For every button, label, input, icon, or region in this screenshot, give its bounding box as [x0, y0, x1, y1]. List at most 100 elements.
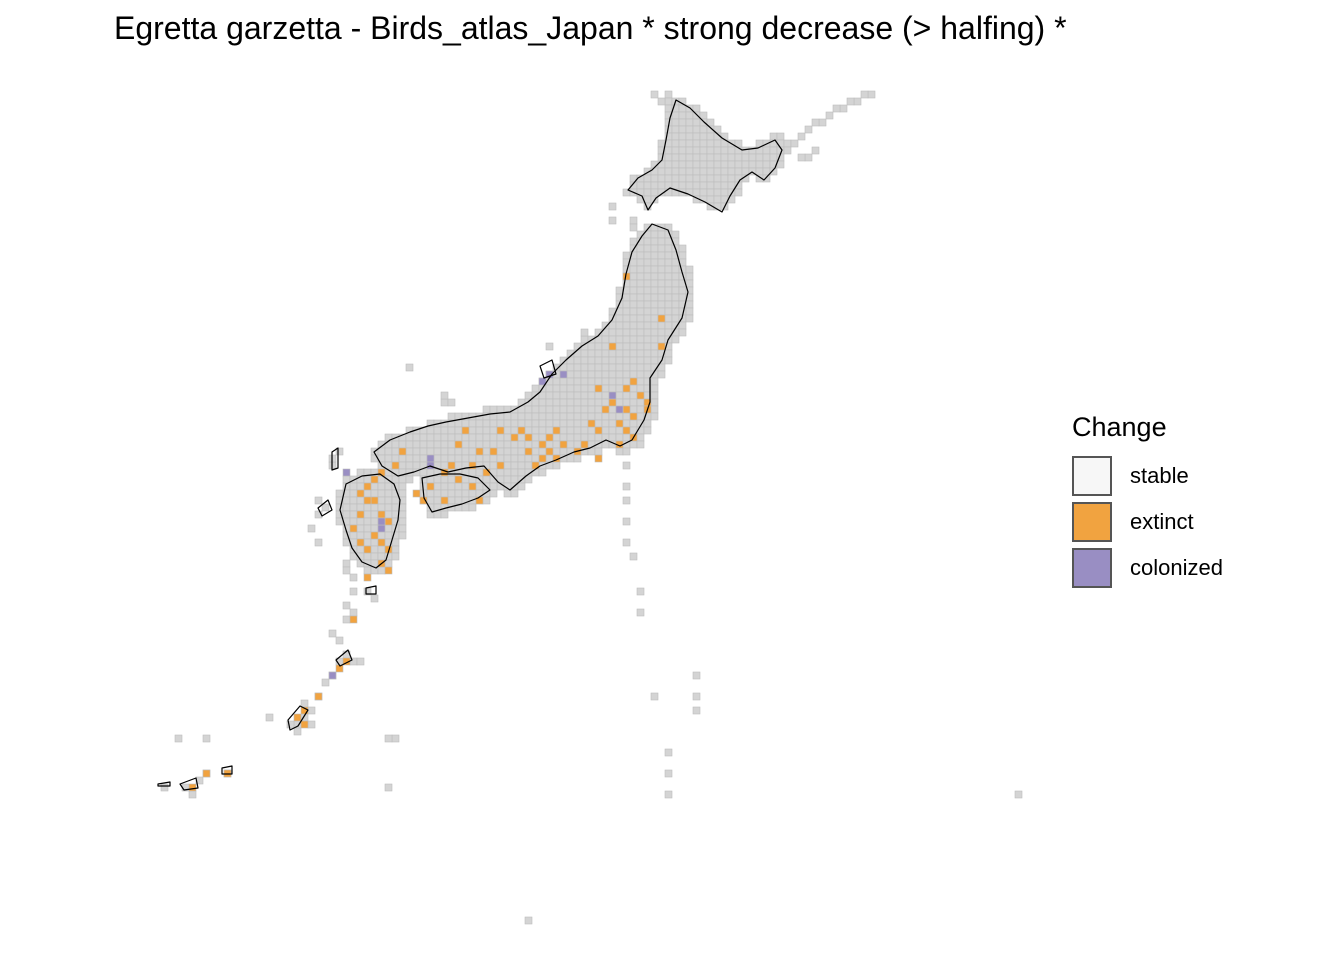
grid-cell	[580, 412, 589, 421]
grid-cell	[335, 517, 344, 526]
grid-cell	[650, 90, 659, 99]
grid-cell	[643, 349, 652, 358]
grid-cell	[328, 629, 337, 638]
grid-cell	[454, 461, 463, 470]
grid-cell	[524, 419, 533, 428]
grid-cell	[377, 552, 386, 561]
grid-cell	[657, 237, 666, 246]
grid-cell	[622, 321, 631, 330]
grid-cell	[566, 384, 575, 393]
grid-cell	[622, 307, 631, 316]
grid-cell	[685, 125, 694, 134]
grid-cell	[454, 433, 463, 442]
grid-cell	[699, 146, 708, 155]
extinct-cell	[363, 545, 372, 554]
grid-cell	[580, 335, 589, 344]
coastline-sado	[539, 359, 557, 379]
grid-cell	[804, 125, 813, 134]
grid-cell	[566, 412, 575, 421]
grid-cell	[307, 720, 316, 729]
grid-cell	[664, 146, 673, 155]
grid-cell	[594, 391, 603, 400]
grid-cell	[678, 293, 687, 302]
extinct-cell	[440, 496, 449, 505]
colonized-cell	[559, 370, 568, 379]
grid-cell	[503, 454, 512, 463]
grid-cell	[510, 454, 519, 463]
grid-cell	[650, 412, 659, 421]
legend-label-extinct: extinct	[1130, 509, 1194, 534]
grid-cell	[678, 286, 687, 295]
grid-cell	[356, 559, 365, 568]
grid-cell	[643, 300, 652, 309]
grid-cell	[454, 419, 463, 428]
grid-cell	[552, 412, 561, 421]
grid-cell	[454, 482, 463, 491]
grid-cell	[622, 391, 631, 400]
grid-cell	[678, 111, 687, 120]
grid-cell	[559, 433, 568, 442]
grid-cell	[573, 419, 582, 428]
grid-cell	[664, 300, 673, 309]
grid-cell	[671, 286, 680, 295]
extinct-cell	[657, 314, 666, 323]
grid-cell	[650, 307, 659, 316]
extinct-cell	[447, 461, 456, 470]
legend-item-colonized: colonized	[1072, 545, 1223, 591]
grid-cell	[629, 307, 638, 316]
grid-cell	[636, 300, 645, 309]
colonized-cell	[615, 405, 624, 414]
grid-cell	[741, 153, 750, 162]
grid-cell	[370, 524, 379, 533]
grid-cell	[643, 335, 652, 344]
grid-cell	[608, 433, 617, 442]
grid-cell	[482, 475, 491, 484]
grid-cell	[356, 496, 365, 505]
grid-cell	[538, 419, 547, 428]
colonized-cell	[342, 468, 351, 477]
grid-cell	[363, 538, 372, 547]
grid-cell	[636, 181, 645, 190]
grid-cell	[643, 286, 652, 295]
grid-cell	[524, 454, 533, 463]
grid-cell	[629, 342, 638, 351]
grid-cell	[671, 230, 680, 239]
grid-cell	[391, 503, 400, 512]
grid-cell	[475, 454, 484, 463]
grid-cell	[475, 419, 484, 428]
grid-cell	[342, 615, 351, 624]
grid-cell	[762, 160, 771, 169]
grid-cell	[776, 132, 785, 141]
grid-cell	[622, 461, 631, 470]
grid-cell	[314, 510, 323, 519]
legend: Change stable extinct colonized	[1072, 412, 1223, 591]
grid-cell	[594, 363, 603, 372]
grid-cell	[335, 636, 344, 645]
grid-cell	[650, 349, 659, 358]
grid-cell	[566, 370, 575, 379]
grid-cell	[664, 272, 673, 281]
grid-cell	[601, 335, 610, 344]
grid-cell	[580, 426, 589, 435]
grid-cell	[356, 524, 365, 533]
extinct-cell	[545, 447, 554, 456]
grid-cell	[391, 475, 400, 484]
grid-cell	[657, 279, 666, 288]
grid-cell	[538, 391, 547, 400]
grid-cell	[510, 412, 519, 421]
grid-cell	[699, 132, 708, 141]
grid-cell	[776, 160, 785, 169]
grid-cell	[440, 475, 449, 484]
grid-cell	[587, 370, 596, 379]
grid-cell	[636, 342, 645, 351]
grid-cell	[580, 384, 589, 393]
grid-cell	[447, 489, 456, 498]
grid-cell	[377, 531, 386, 540]
grid-cell	[587, 398, 596, 407]
grid-cell	[636, 272, 645, 281]
grid-cell	[629, 440, 638, 449]
grid-cell	[559, 384, 568, 393]
grid-cell	[657, 160, 666, 169]
grid-cell	[671, 167, 680, 176]
grid-cell	[678, 132, 687, 141]
